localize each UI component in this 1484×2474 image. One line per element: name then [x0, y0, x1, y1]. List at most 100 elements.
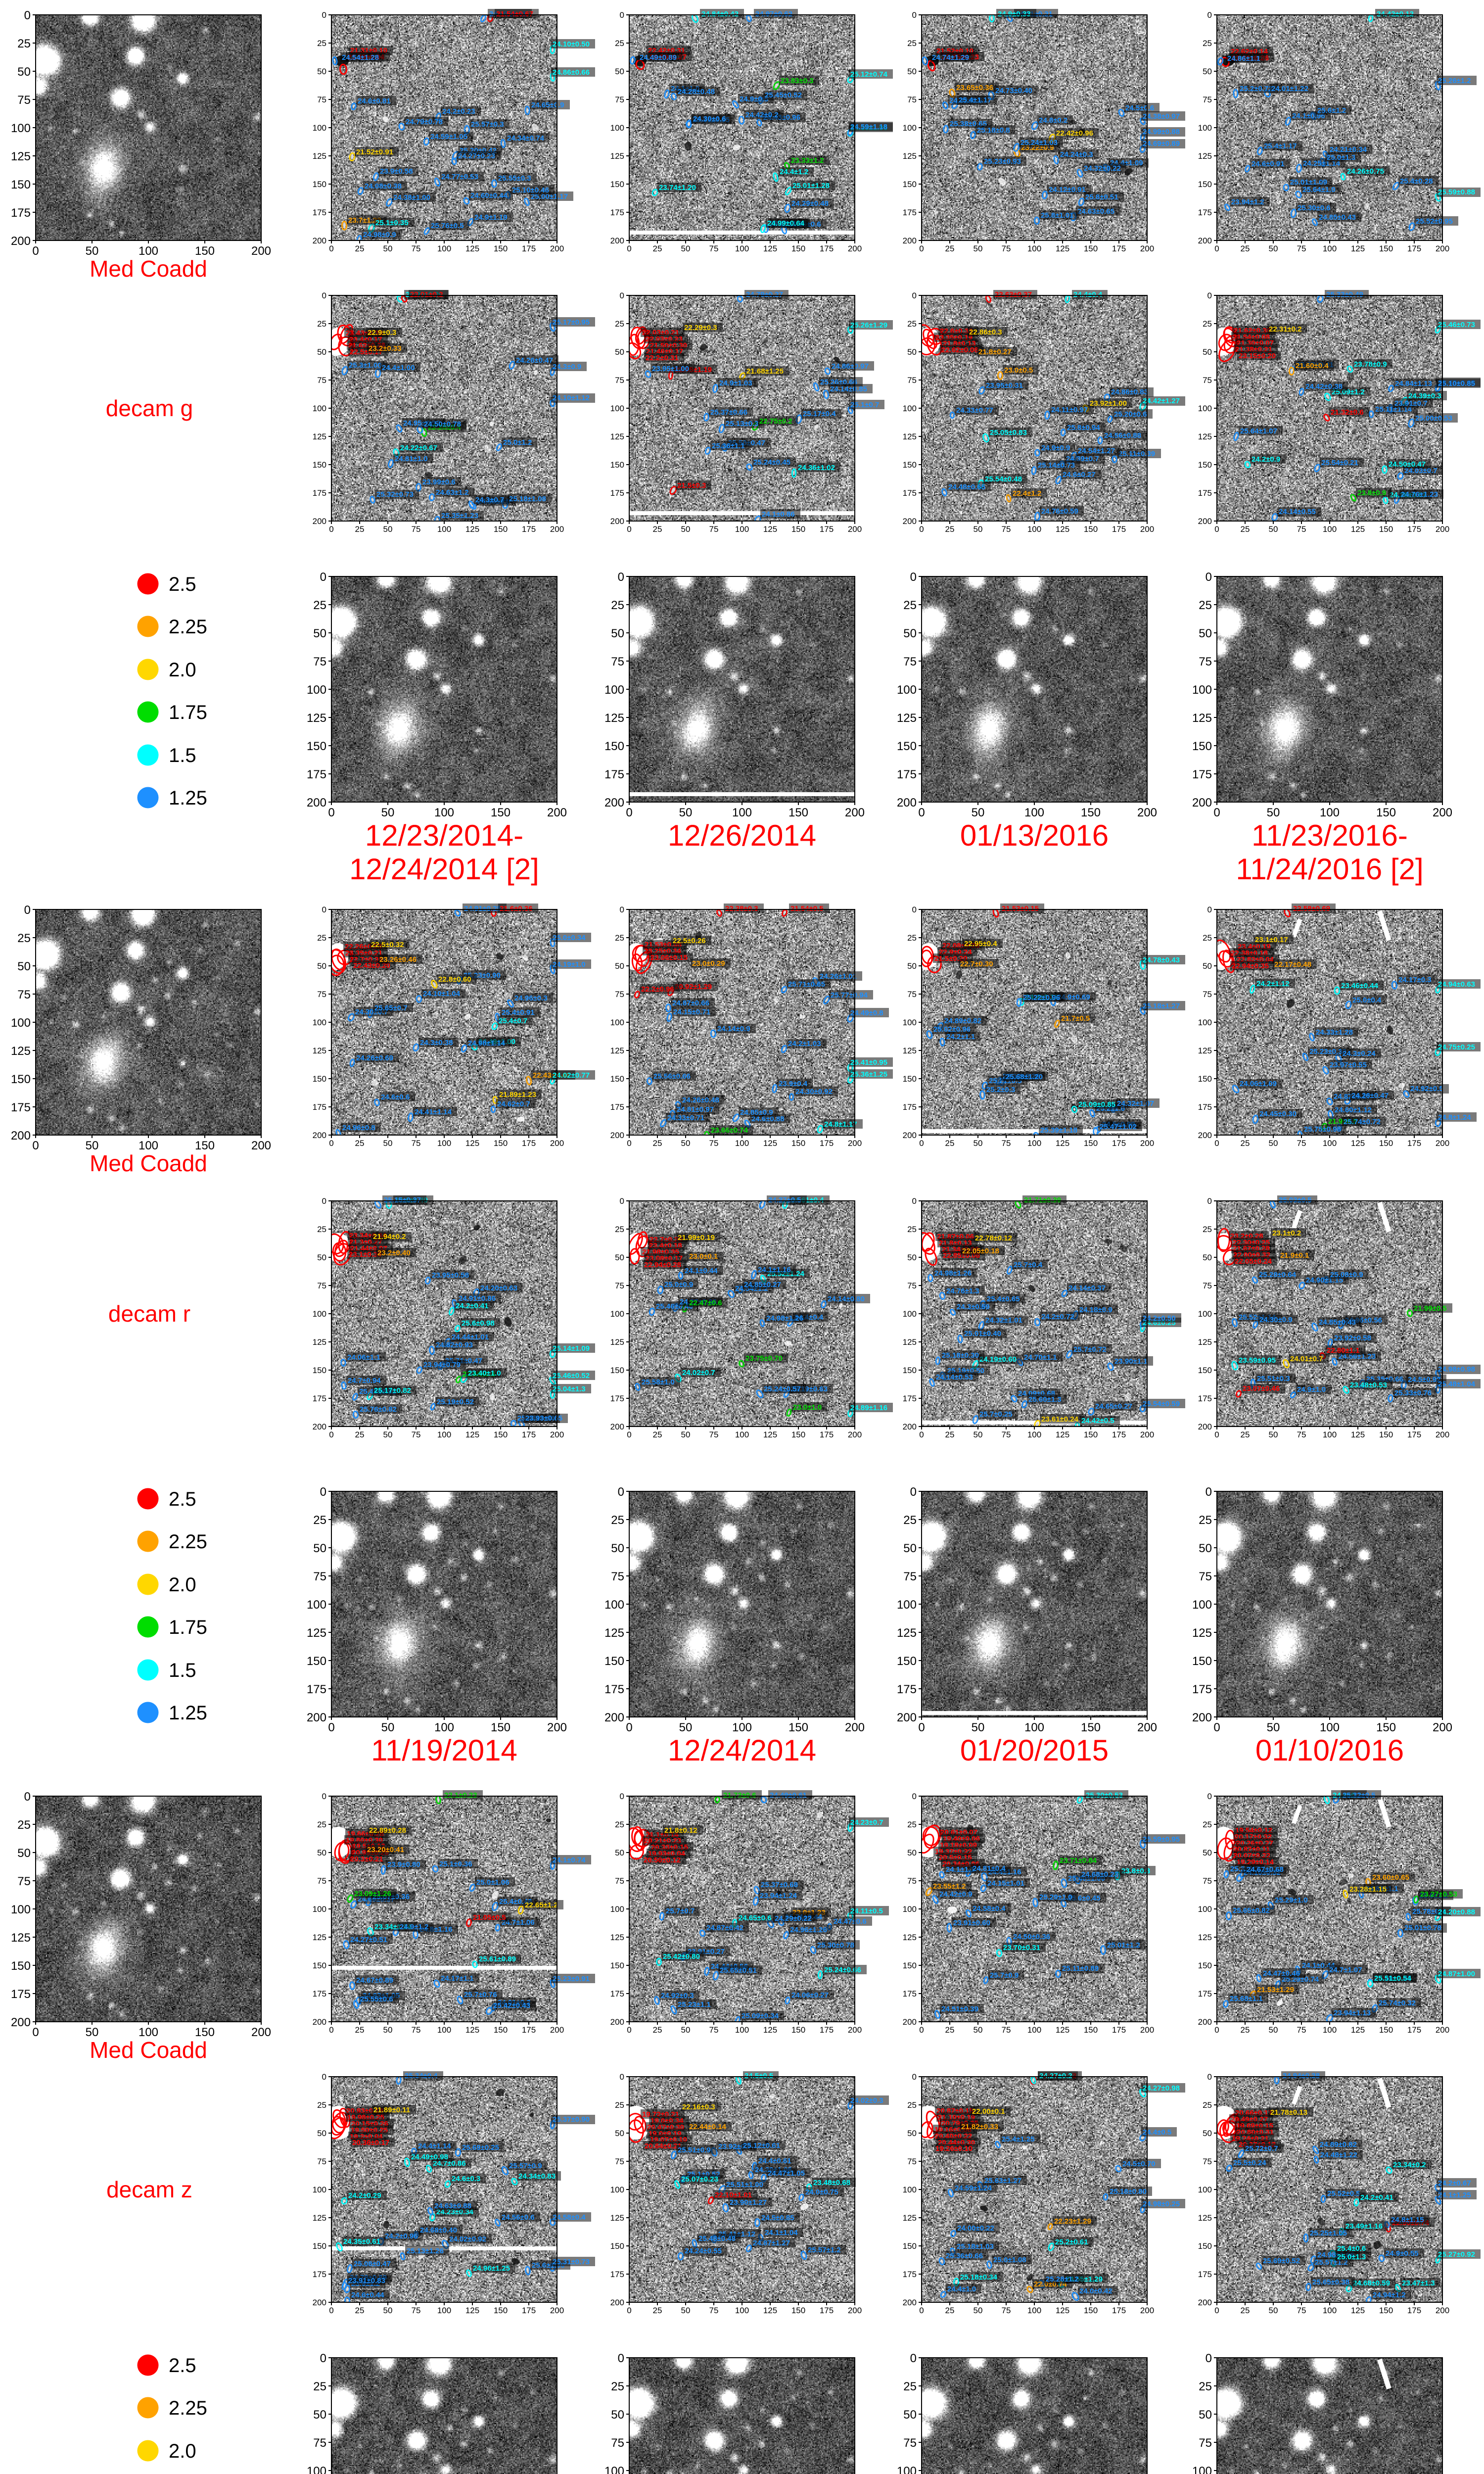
svg-text:22.75±0.2: 22.75±0.2 [759, 417, 792, 426]
svg-text:75: 75 [1297, 524, 1306, 534]
svg-text:21.53±1.29: 21.53±1.29 [1257, 1986, 1294, 1994]
svg-text:21.54±0.5: 21.54±0.5 [790, 904, 824, 913]
svg-text:50: 50 [907, 1848, 917, 1857]
svg-text:150: 150 [307, 740, 326, 753]
svg-text:23.9±0.58: 23.9±0.58 [380, 167, 413, 176]
svg-text:125: 125 [903, 432, 917, 441]
svg-text:24.1±1.1: 24.1±1.1 [946, 1865, 974, 1874]
svg-text:24.50±0.47: 24.50±0.47 [1389, 460, 1426, 469]
svg-text:150: 150 [1084, 1430, 1098, 1439]
svg-text:25: 25 [317, 2100, 326, 2110]
svg-text:100: 100 [735, 1430, 749, 1439]
svg-text:0: 0 [32, 244, 39, 258]
svg-text:24.02±0.7: 24.02±0.7 [682, 1369, 715, 1377]
svg-text:75: 75 [1203, 1281, 1212, 1290]
svg-text:25.54±0.59: 25.54±0.59 [1143, 1400, 1180, 1408]
svg-text:150: 150 [1081, 1721, 1101, 1734]
svg-text:22.62±0.08: 22.62±0.08 [941, 346, 978, 354]
svg-text:50: 50 [611, 1542, 624, 1555]
svg-text:24.8±1.15: 24.8±1.15 [1391, 2216, 1424, 2224]
svg-text:0: 0 [322, 10, 326, 20]
svg-text:0: 0 [329, 524, 333, 534]
svg-text:200: 200 [610, 517, 624, 526]
svg-text:23.33±1.2: 23.33±1.2 [791, 156, 824, 165]
svg-text:200: 200 [550, 244, 564, 253]
svg-text:24.67±0.68: 24.67±0.68 [1247, 1865, 1284, 1874]
svg-text:25.0±1.3: 25.0±1.3 [1337, 2253, 1366, 2261]
svg-text:1.5: 1.5 [169, 1660, 196, 1681]
svg-text:25: 25 [611, 1514, 624, 1527]
svg-text:75: 75 [709, 2306, 719, 2315]
svg-text:100: 100 [437, 2306, 451, 2315]
svg-text:200: 200 [251, 2026, 271, 2039]
svg-text:22.80±1.1: 22.80±1.1 [1327, 1346, 1360, 1355]
svg-text:0: 0 [1207, 1196, 1212, 1206]
svg-text:21.99±0.5: 21.99±0.5 [1414, 1304, 1447, 1313]
svg-text:75: 75 [907, 1876, 917, 1886]
svg-text:24.84±0.42: 24.84±0.42 [701, 10, 739, 18]
svg-text:25: 25 [611, 2380, 624, 2393]
svg-text:100: 100 [11, 1016, 31, 1030]
svg-text:25: 25 [317, 933, 326, 943]
svg-text:22.1±0.23: 22.1±0.23 [444, 1791, 477, 1800]
svg-text:125: 125 [307, 712, 326, 725]
svg-text:175: 175 [313, 1989, 326, 1998]
svg-text:150: 150 [494, 524, 508, 534]
svg-text:0: 0 [912, 1196, 917, 1206]
svg-text:25: 25 [945, 1430, 955, 1439]
svg-text:24.8±1.24: 24.8±1.24 [1438, 1113, 1471, 1122]
svg-text:100: 100 [313, 1904, 326, 1914]
svg-text:24.69±0.89: 24.69±0.89 [1143, 140, 1180, 148]
svg-text:100: 100 [1198, 1904, 1212, 1914]
svg-text:12/23/2014-: 12/23/2014- [365, 819, 523, 852]
svg-text:0: 0 [1214, 524, 1219, 534]
svg-text:25.42±0.43: 25.42±0.43 [493, 2001, 530, 2010]
svg-text:50: 50 [681, 524, 691, 534]
svg-text:24.4±1.0: 24.4±1.0 [947, 2285, 976, 2293]
svg-text:25.63±1.27: 25.63±1.27 [984, 2177, 1021, 2185]
svg-text:2.5: 2.5 [169, 2355, 196, 2377]
svg-text:125: 125 [763, 1430, 777, 1439]
svg-text:25.71±0.65: 25.71±0.65 [788, 980, 825, 989]
svg-text:25: 25 [317, 39, 326, 48]
svg-text:24.36±1.02: 24.36±1.02 [798, 464, 835, 472]
svg-text:100: 100 [610, 1904, 624, 1914]
svg-text:50: 50 [1199, 2408, 1212, 2422]
svg-text:175: 175 [1407, 524, 1421, 534]
svg-text:100: 100 [437, 244, 451, 253]
svg-text:25.18±0.80: 25.18±0.80 [1110, 2188, 1147, 2196]
svg-text:0: 0 [24, 904, 31, 917]
svg-text:175: 175 [1112, 244, 1126, 253]
svg-text:23.48±0.68: 23.48±0.68 [813, 2179, 850, 2187]
svg-text:0: 0 [627, 1430, 631, 1439]
svg-text:75: 75 [611, 655, 624, 668]
svg-text:25.4±1.25: 25.4±1.25 [1002, 2135, 1035, 2143]
svg-text:24.14±0.37: 24.14±0.37 [1068, 1284, 1106, 1292]
svg-text:0: 0 [919, 2025, 924, 2035]
svg-text:0: 0 [620, 2072, 624, 2082]
svg-text:0: 0 [919, 2306, 924, 2315]
svg-text:24.87±0.42: 24.87±0.42 [706, 1924, 743, 1932]
svg-text:200: 200 [897, 1711, 917, 1724]
svg-text:24.96±1.26: 24.96±1.26 [790, 1926, 827, 1934]
svg-text:24.5±0.92: 24.5±0.92 [1408, 1376, 1441, 1384]
svg-text:125: 125 [313, 1046, 326, 1055]
svg-text:24.74±1.29: 24.74±1.29 [932, 53, 969, 62]
svg-text:125: 125 [610, 1046, 624, 1055]
svg-text:200: 200 [1436, 524, 1449, 534]
svg-text:75: 75 [615, 1281, 624, 1290]
svg-text:24.26±0.75: 24.26±0.75 [1347, 167, 1384, 176]
svg-text:24.42±0.9: 24.42±0.9 [939, 1890, 973, 1899]
svg-text:200: 200 [1198, 2298, 1212, 2307]
svg-text:150: 150 [1379, 2306, 1393, 2315]
svg-text:0: 0 [322, 1196, 326, 1206]
svg-text:200: 200 [550, 2025, 564, 2035]
svg-text:100: 100 [604, 2465, 624, 2474]
svg-text:25.22±0.96: 25.22±0.96 [1023, 994, 1060, 1002]
svg-text:24.60±0.44: 24.60±0.44 [470, 191, 508, 200]
svg-text:50: 50 [611, 627, 624, 640]
svg-text:50: 50 [615, 67, 624, 76]
svg-text:23.94±1.13: 23.94±1.13 [1334, 2009, 1371, 2017]
svg-text:150: 150 [1198, 180, 1212, 189]
svg-text:23.66±0.74: 23.66±0.74 [711, 1126, 748, 1135]
